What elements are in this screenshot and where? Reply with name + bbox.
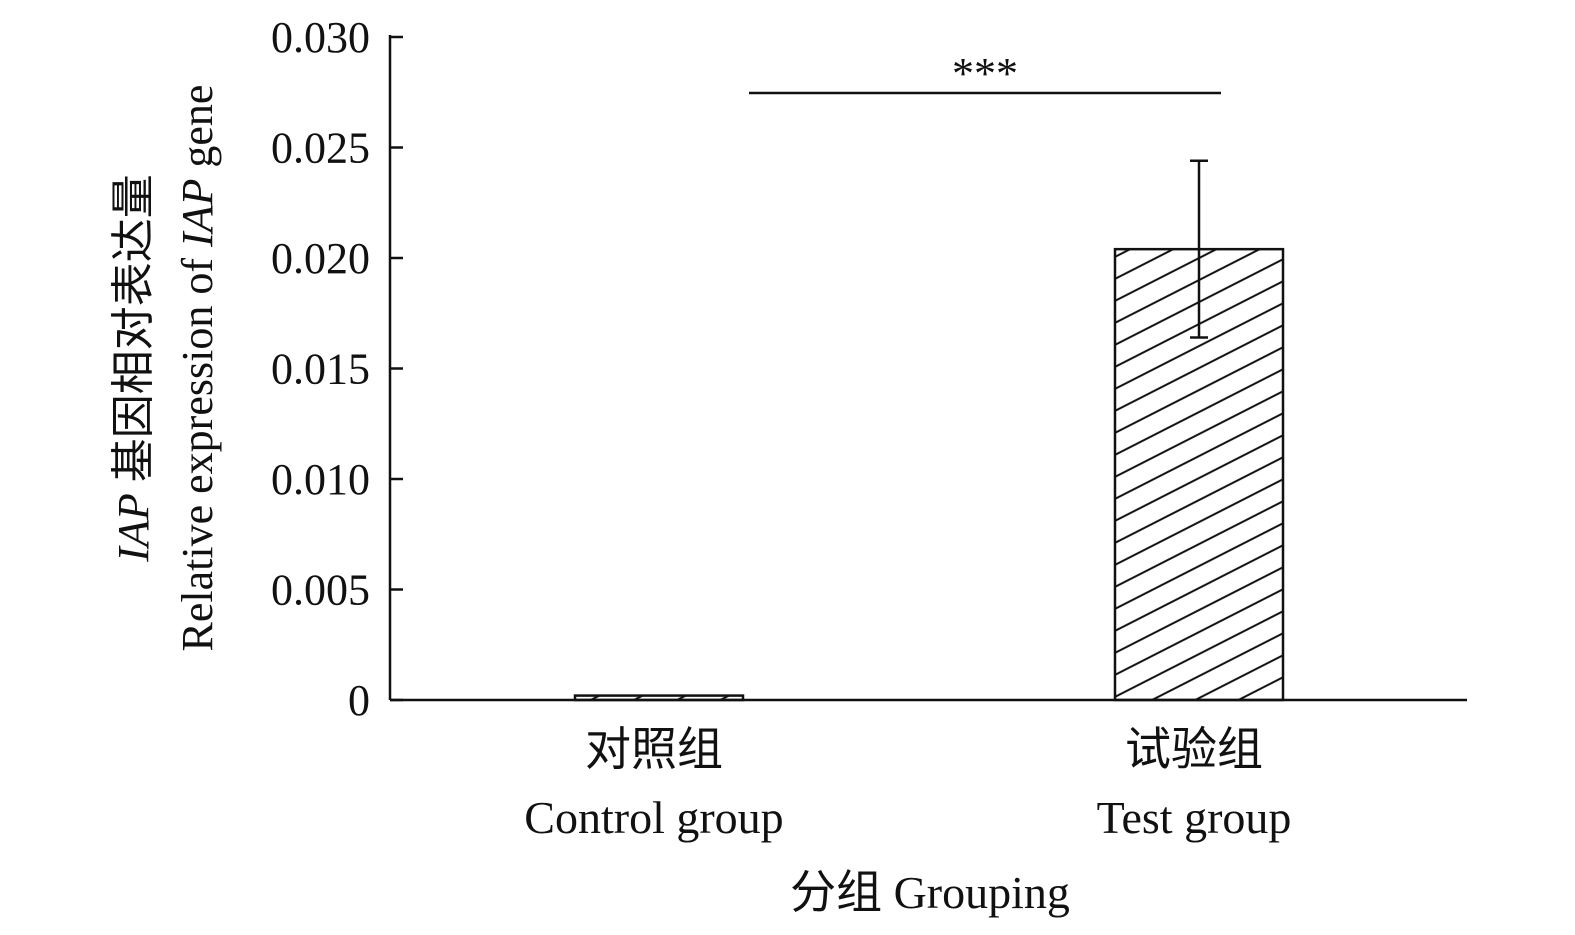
y-tick-label: 0.020 [271, 234, 370, 283]
x-tick-label-cn: 对照组 [585, 724, 723, 775]
y-axis-label-cn: IAP 基因相对表达量 [109, 174, 158, 562]
y-tick-label: 0.015 [271, 345, 370, 394]
bars [573, 159, 1285, 702]
bar-1 [573, 694, 745, 702]
labels: 对照组 Control group 试验组 Test group *** [524, 49, 1291, 843]
y-axis-label-en: Relative expression of IAP gene [173, 85, 222, 652]
axes: 0 0.005 0.010 0.015 0.020 0.025 0.030 [271, 13, 1467, 725]
y-tick-label: 0.025 [271, 124, 370, 173]
y-tick-label: 0.005 [271, 566, 370, 615]
x-tick-label-en: Test group [1097, 792, 1292, 843]
x-axis-label: 分组 Grouping [790, 867, 1070, 918]
x-tick-label-en: Control group [524, 792, 783, 843]
y-tick-label: 0.010 [271, 455, 370, 504]
significance-label: *** [952, 49, 1018, 98]
x-tick-label-cn: 试验组 [1125, 724, 1263, 775]
y-tick-label: 0 [348, 676, 370, 725]
y-tick-label: 0.030 [271, 13, 370, 62]
